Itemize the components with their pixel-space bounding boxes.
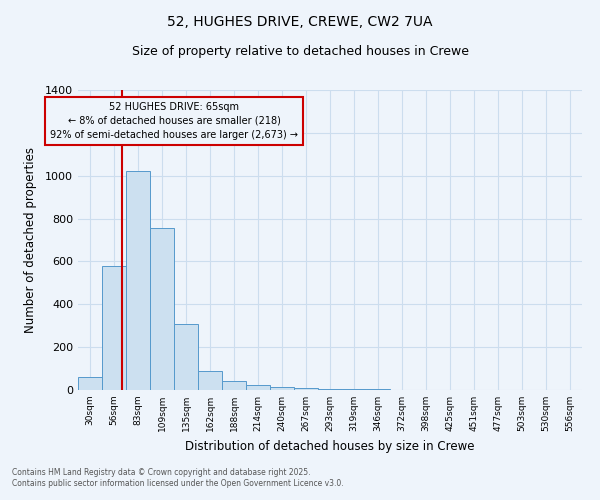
Bar [294,388,318,390]
Text: Contains HM Land Registry data © Crown copyright and database right 2025.
Contai: Contains HM Land Registry data © Crown c… [12,468,344,487]
Bar [102,266,126,390]
Text: Size of property relative to detached houses in Crewe: Size of property relative to detached ho… [131,45,469,58]
Bar [126,172,150,390]
Y-axis label: Number of detached properties: Number of detached properties [23,147,37,333]
Text: 52 HUGHES DRIVE: 65sqm
← 8% of detached houses are smaller (218)
92% of semi-det: 52 HUGHES DRIVE: 65sqm ← 8% of detached … [50,102,298,140]
Bar [174,324,198,390]
Bar [270,387,294,390]
Bar [198,370,222,390]
Bar [222,381,246,390]
Text: 52, HUGHES DRIVE, CREWE, CW2 7UA: 52, HUGHES DRIVE, CREWE, CW2 7UA [167,15,433,29]
Bar [342,389,366,390]
Bar [78,377,102,390]
X-axis label: Distribution of detached houses by size in Crewe: Distribution of detached houses by size … [185,440,475,452]
Bar [246,384,270,390]
Bar [150,228,174,390]
